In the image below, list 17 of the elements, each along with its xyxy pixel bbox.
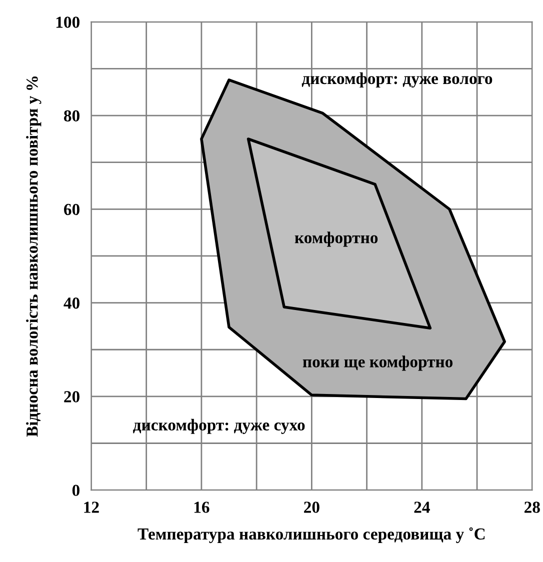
x-tick-label: 12	[84, 502, 99, 513]
y-tick-label: 0	[72, 484, 80, 496]
x-tick-label: 16	[194, 502, 210, 513]
annotation: дискомфорт: дуже волого	[302, 72, 492, 88]
y-tick-label: 20	[64, 391, 80, 402]
x-tick-label: 28	[524, 502, 540, 513]
x-axis-title: Температура навколишнього середовища у ˚C	[138, 527, 485, 544]
annotation: комфортно	[294, 232, 378, 247]
y-tick-label: 60	[64, 204, 80, 216]
x-tick-label: 20	[304, 502, 320, 513]
annotation: дискомфорт: дуже сухо	[133, 418, 305, 434]
x-tick-label: 24	[414, 502, 430, 513]
y-tick-label: 80	[64, 110, 80, 122]
y-axis-title: Відносна вологість навколишнього повітря у %	[26, 76, 42, 437]
y-tick-label: 40	[64, 298, 80, 309]
annotation: поки ще комфортно	[302, 356, 453, 371]
y-tick-label: 100	[56, 16, 80, 28]
